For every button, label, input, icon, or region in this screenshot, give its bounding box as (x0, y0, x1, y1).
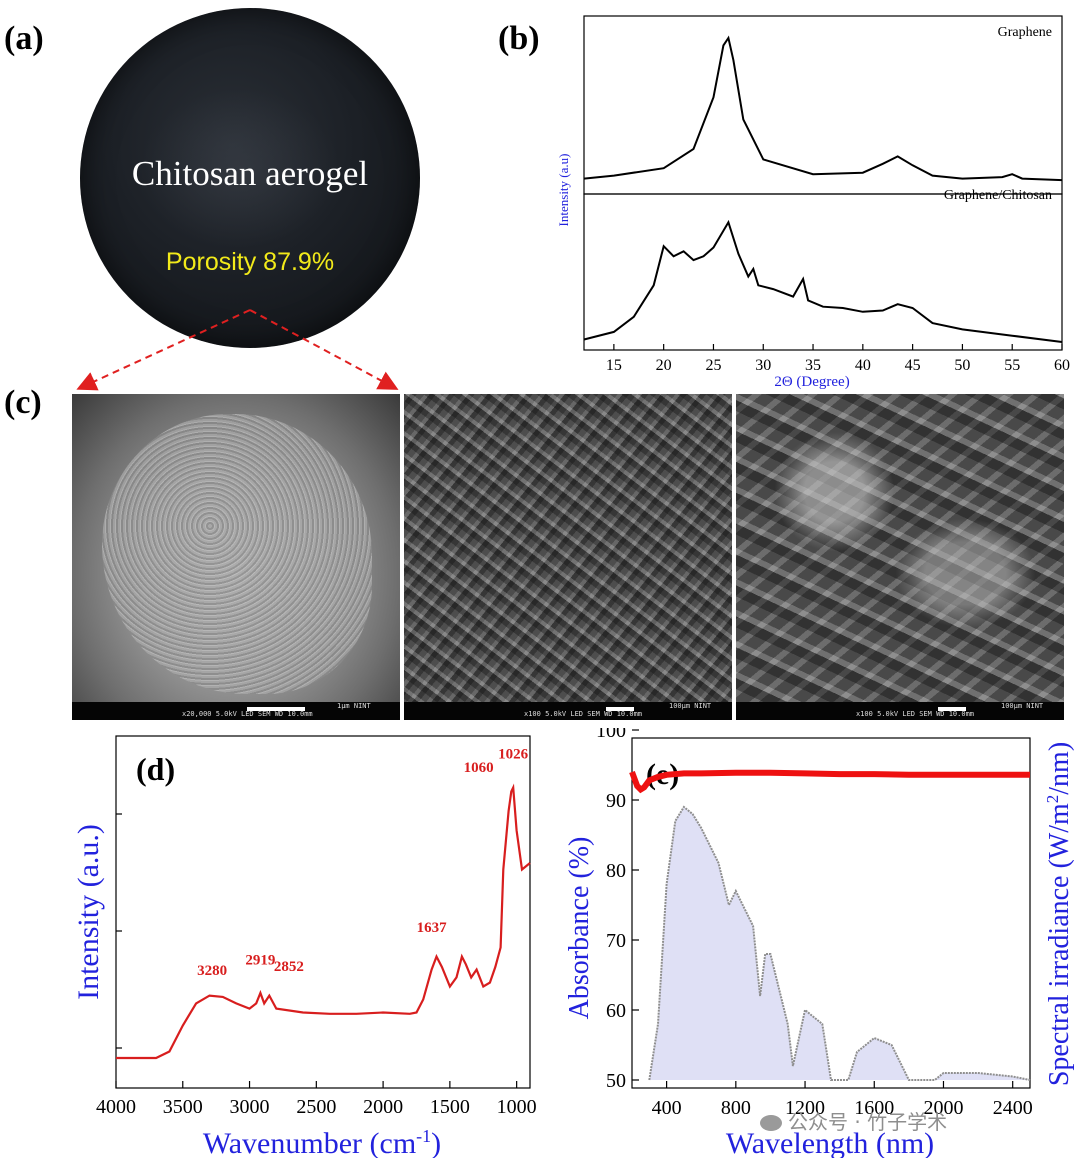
panel-d-label: (d) (136, 751, 175, 787)
xrd-label-graphene: Graphene (998, 25, 1052, 40)
abs-frame (631, 737, 1031, 1089)
xrd-series-composite (583, 219, 1063, 343)
ftir-xtick-label: 2500 (296, 1096, 336, 1118)
watermark-text: 公众号 · 竹子学术 (788, 1110, 948, 1134)
wechat-icon (760, 1115, 782, 1131)
abs-xtick-label: 2400 (993, 1097, 1033, 1119)
solar-spectrum-series (648, 805, 1031, 1081)
xrd-ylabel: Intensity (a.u) (556, 154, 571, 227)
xrd-label-composite: Graphene/Chitosan (944, 188, 1052, 203)
panel-b-label: (b) (498, 20, 540, 57)
panel-a-label: (a) (4, 20, 44, 57)
abs-xtick-label: 2000 (923, 1097, 963, 1119)
xrd-xtick-label: 45 (905, 357, 921, 374)
abs-ylabel-left: Absorbance (%) (564, 837, 595, 1020)
xrd-xtick-label: 30 (755, 357, 771, 374)
ftir-series (116, 783, 531, 1060)
watermark: 公众号 · 竹子学术 (760, 1106, 947, 1135)
xrd-frame-bottom (583, 193, 1063, 351)
xrd-xlabel: 2Θ (Degree) (774, 374, 849, 390)
ftir-peak-label: 3280 (197, 963, 227, 979)
ftir-xtick-label: 1500 (430, 1096, 470, 1118)
xrd-xtick-label: 25 (705, 357, 721, 374)
ftir-frame (115, 735, 531, 1089)
xrd-xtick-label: 55 (1004, 357, 1020, 374)
ftir-xtick-label: 4000 (96, 1096, 136, 1118)
ftir-xtick-label: 1000 (497, 1096, 537, 1118)
xrd-xtick-label: 20 (656, 357, 672, 374)
sem-2-scale: 100μm NINT (669, 702, 712, 710)
absorbance-series (629, 769, 1030, 794)
xrd-frame-top (583, 15, 1063, 195)
sem-2-info: x100 5.0kV LED SEM WD 10.0mm (524, 710, 643, 718)
abs-ytick-label: 90 (606, 790, 626, 812)
abs-ytick-label: 100 (596, 728, 626, 742)
arrow-left (76, 309, 251, 391)
ftir-peak-label: 1060 (464, 760, 494, 776)
ftir-chart: (d) Intensity (a.u.) Wavenumber (cm-1) 4… (72, 735, 537, 1158)
absorbance-chart: (e) Absorbance (%) Spectral irradiance (… (564, 728, 1075, 1158)
ftir-xtick-label: 3000 (230, 1096, 270, 1118)
ftir-peak-label: 1637 (417, 920, 448, 936)
sem-3-scale: 100μm NINT (1001, 702, 1044, 710)
aerogel-title: Chitosan aerogel (131, 154, 369, 193)
sem-3-info: x100 5.0kV LED SEM WD 10.0mm (856, 710, 975, 718)
sem-image-1: x20,000 5.0kV LED SEM WD 10.0mm 1μm NINT (72, 394, 400, 720)
ftir-xlabel: Wavenumber (cm-1) (203, 1126, 441, 1158)
ftir-ylabel: Intensity (a.u.) (72, 824, 105, 1000)
sem-1-info: x20,000 5.0kV LED SEM WD 10.0mm (182, 710, 313, 718)
xrd-xtick-label: 35 (805, 357, 821, 374)
sem-1-scale: 1μm NINT (337, 702, 371, 710)
abs-ytick-label: 70 (606, 930, 626, 952)
abs-xtick-label: 1600 (854, 1097, 894, 1119)
ftir-peak-label: 1026 (498, 746, 529, 762)
ftir-peak-label: 2852 (274, 959, 304, 975)
aerogel-photo: Chitosan aerogel Porosity 87.9% (80, 8, 420, 348)
xrd-chart: Intensity (a.u) Graphene Graphene/Chitos… (556, 15, 1070, 390)
sem-image-2: x100 5.0kV LED SEM WD 10.0mm 100μm NINT (404, 394, 732, 720)
zoom-arrows (76, 309, 399, 391)
abs-ylabel-right: Spectral irradiance (W/m2/nm) (1043, 742, 1075, 1086)
solar-spectrum-fill (649, 807, 1030, 1080)
abs-xtick-label: 800 (721, 1097, 751, 1119)
ftir-xtick-label: 2000 (363, 1096, 403, 1118)
abs-ytick-label: 50 (606, 1070, 626, 1092)
xrd-xtick-label: 60 (1054, 357, 1070, 374)
abs-xlabel: Wavelength (nm) (726, 1127, 934, 1158)
ftir-xtick-label: 3500 (163, 1096, 203, 1118)
abs-xtick-label: 1200 (785, 1097, 825, 1119)
abs-xtick-label: 400 (652, 1097, 682, 1119)
ftir-peak-label: 2919 (245, 953, 275, 969)
xrd-xtick-label: 50 (954, 357, 970, 374)
xrd-xtick-label: 15 (606, 357, 622, 374)
sem-image-3: x100 5.0kV LED SEM WD 10.0mm 100μm NINT (736, 394, 1064, 720)
xrd-xtick-label: 40 (855, 357, 871, 374)
panel-c-label: (c) (4, 384, 42, 421)
xrd-series-graphene (583, 35, 1063, 182)
abs-ytick-label: 80 (606, 860, 626, 882)
arrow-right (249, 309, 399, 390)
abs-ytick-label: 60 (606, 1000, 626, 1022)
porosity-label: Porosity 87.9% (165, 248, 335, 276)
